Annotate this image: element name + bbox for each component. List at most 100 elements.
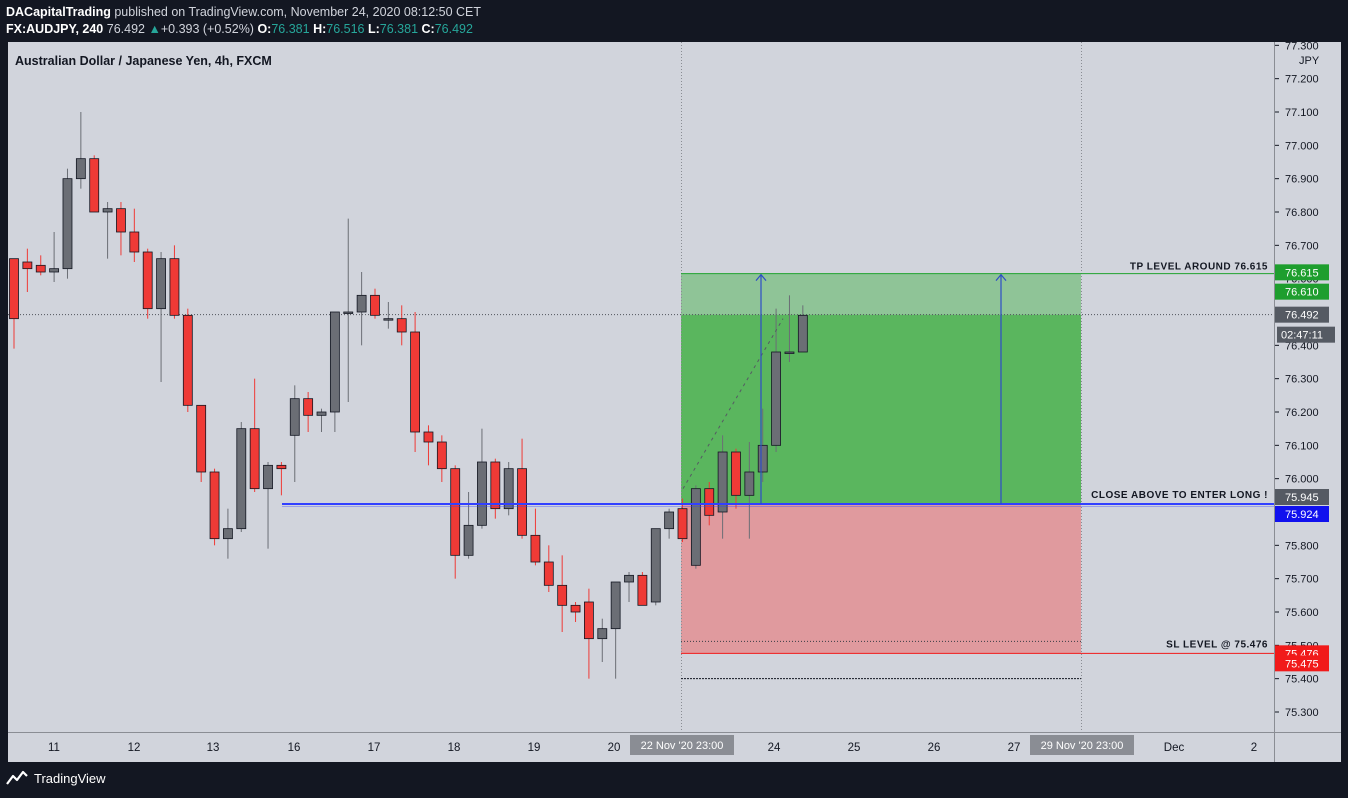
- low-value: 76.381: [379, 22, 419, 36]
- high-label: H:: [313, 22, 327, 36]
- last-price: 76.492: [106, 22, 145, 36]
- open-label: O:: [257, 22, 272, 36]
- candle-body: [463, 524, 474, 556]
- price-tick-label: 75.800: [1285, 540, 1319, 552]
- candle-body: [757, 444, 768, 473]
- position-start-badge-bg: [630, 735, 734, 755]
- candle-body: [530, 534, 541, 563]
- price-tick-label: 75.700: [1285, 574, 1319, 586]
- candle-body: [584, 601, 594, 640]
- candle-body: [102, 208, 113, 213]
- candle-body: [677, 508, 688, 540]
- open-value: 76.381: [271, 22, 310, 36]
- entry-price-badge-bg: [1275, 506, 1329, 522]
- price-tick-label: 76.400: [1285, 340, 1319, 352]
- candle-body: [717, 451, 728, 513]
- candle-body: [744, 471, 755, 496]
- candle-body: [664, 511, 675, 530]
- arrow-head-icon: [995, 273, 1007, 282]
- candle-body: [557, 584, 568, 606]
- candle-body: [223, 528, 233, 540]
- chart-title: Australian Dollar / Japanese Yen, 4h, FX…: [15, 54, 272, 68]
- candle-body: [370, 294, 380, 316]
- tp2-price-badge: 76.610: [1285, 287, 1319, 299]
- price-tick-label: 75.300: [1285, 707, 1319, 719]
- candle-body: [490, 461, 501, 510]
- candle-body: [784, 351, 795, 354]
- low-label: L:: [367, 22, 380, 36]
- published-text: published on TradingView.com, November 2…: [114, 5, 482, 19]
- candle-body: [704, 488, 715, 516]
- price-tick-label: 76.100: [1285, 440, 1319, 452]
- close-label: C:: [421, 22, 435, 36]
- candle-body: [209, 471, 220, 540]
- stop-zone: [681, 504, 1081, 654]
- arrow-head-icon: [755, 273, 767, 282]
- price-tick-label: 76.200: [1285, 407, 1319, 419]
- position-end-badge: 29 Nov '20 23:00: [1041, 740, 1124, 752]
- tp-price-badge-bg: [1275, 264, 1329, 281]
- candle-body: [450, 468, 461, 556]
- sl-annotation: SL LEVEL @ 75.476: [1166, 639, 1268, 650]
- price-tick-label: 75.400: [1285, 674, 1319, 686]
- close-above-badge-bg: [1275, 489, 1329, 505]
- candle-body: [343, 311, 354, 314]
- candle-body: [624, 574, 634, 583]
- price-tick-label: 76.000: [1285, 474, 1319, 486]
- publish-line: DACapitalTrading published on TradingVie…: [6, 5, 481, 19]
- time-tick-label: 18: [448, 742, 461, 754]
- candle-body: [356, 294, 367, 313]
- price-tick-label: 77.300: [1285, 40, 1319, 52]
- candle-body: [316, 411, 327, 416]
- candle-body: [771, 351, 781, 446]
- time-tick-label: 16: [288, 742, 301, 754]
- time-tick-label: 11: [48, 742, 60, 754]
- price-tick-label: 77.200: [1285, 74, 1319, 86]
- candle-body: [543, 561, 554, 586]
- current-price-badge-bg: [1275, 306, 1329, 323]
- candle-body: [9, 258, 19, 320]
- brand-text: TradingView: [34, 770, 106, 786]
- tradingview-logo[interactable]: TradingView: [6, 770, 106, 786]
- price-tick-label: 76.700: [1285, 240, 1319, 252]
- tp2-price-badge-bg: [1275, 283, 1329, 300]
- position-end-badge-bg: [1030, 735, 1134, 755]
- price-tick-label: 76.300: [1285, 374, 1319, 386]
- change-value: +0.393 (+0.52%): [160, 22, 254, 36]
- tp-price-badge: 76.615: [1285, 267, 1319, 279]
- candle-body: [236, 428, 247, 530]
- candle-body: [423, 431, 434, 443]
- candle-body: [650, 528, 661, 603]
- candle-body: [329, 311, 340, 413]
- candle-body: [303, 398, 314, 416]
- sl2-price-badge: 75.475: [1285, 658, 1319, 670]
- candle-body: [477, 461, 487, 526]
- price-chart[interactable]: TP LEVEL AROUND 76.615 CLOSE ABOVE TO ENT…: [0, 0, 1348, 762]
- candle-body: [610, 581, 621, 630]
- sl2-price-badge-bg: [1275, 655, 1329, 672]
- candle-body: [690, 488, 701, 566]
- candle-body: [797, 314, 808, 353]
- plot-area[interactable]: [8, 42, 1274, 732]
- entry-price-badge: 75.924: [1285, 509, 1319, 521]
- countdown-badge: 02:47:11: [1281, 330, 1323, 342]
- time-tick-label: 13: [207, 742, 220, 754]
- author-name[interactable]: DACapitalTrading: [6, 5, 111, 19]
- price-tick-label: 75.600: [1285, 607, 1319, 619]
- position-start-badge: 22 Nov '20 23:00: [641, 740, 724, 752]
- candle-body: [289, 398, 300, 436]
- candle-body: [263, 464, 273, 490]
- candle-body: [22, 261, 33, 270]
- time-tick-label: 24: [768, 742, 781, 754]
- tradingview-icon: [6, 770, 28, 785]
- candle-body: [503, 468, 514, 510]
- price-axis[interactable]: [1275, 42, 1341, 732]
- price-tick-label: 77.000: [1285, 140, 1319, 152]
- candle-body: [436, 441, 447, 470]
- candle-body: [35, 264, 46, 273]
- candle-body: [156, 258, 166, 310]
- entry-annotation: CLOSE ABOVE TO ENTER LONG !: [1091, 490, 1268, 501]
- time-tick-label: 17: [368, 742, 381, 754]
- price-tick-label: 76.800: [1285, 207, 1319, 219]
- symbol-label[interactable]: FX:AUDJPY, 240: [6, 22, 104, 36]
